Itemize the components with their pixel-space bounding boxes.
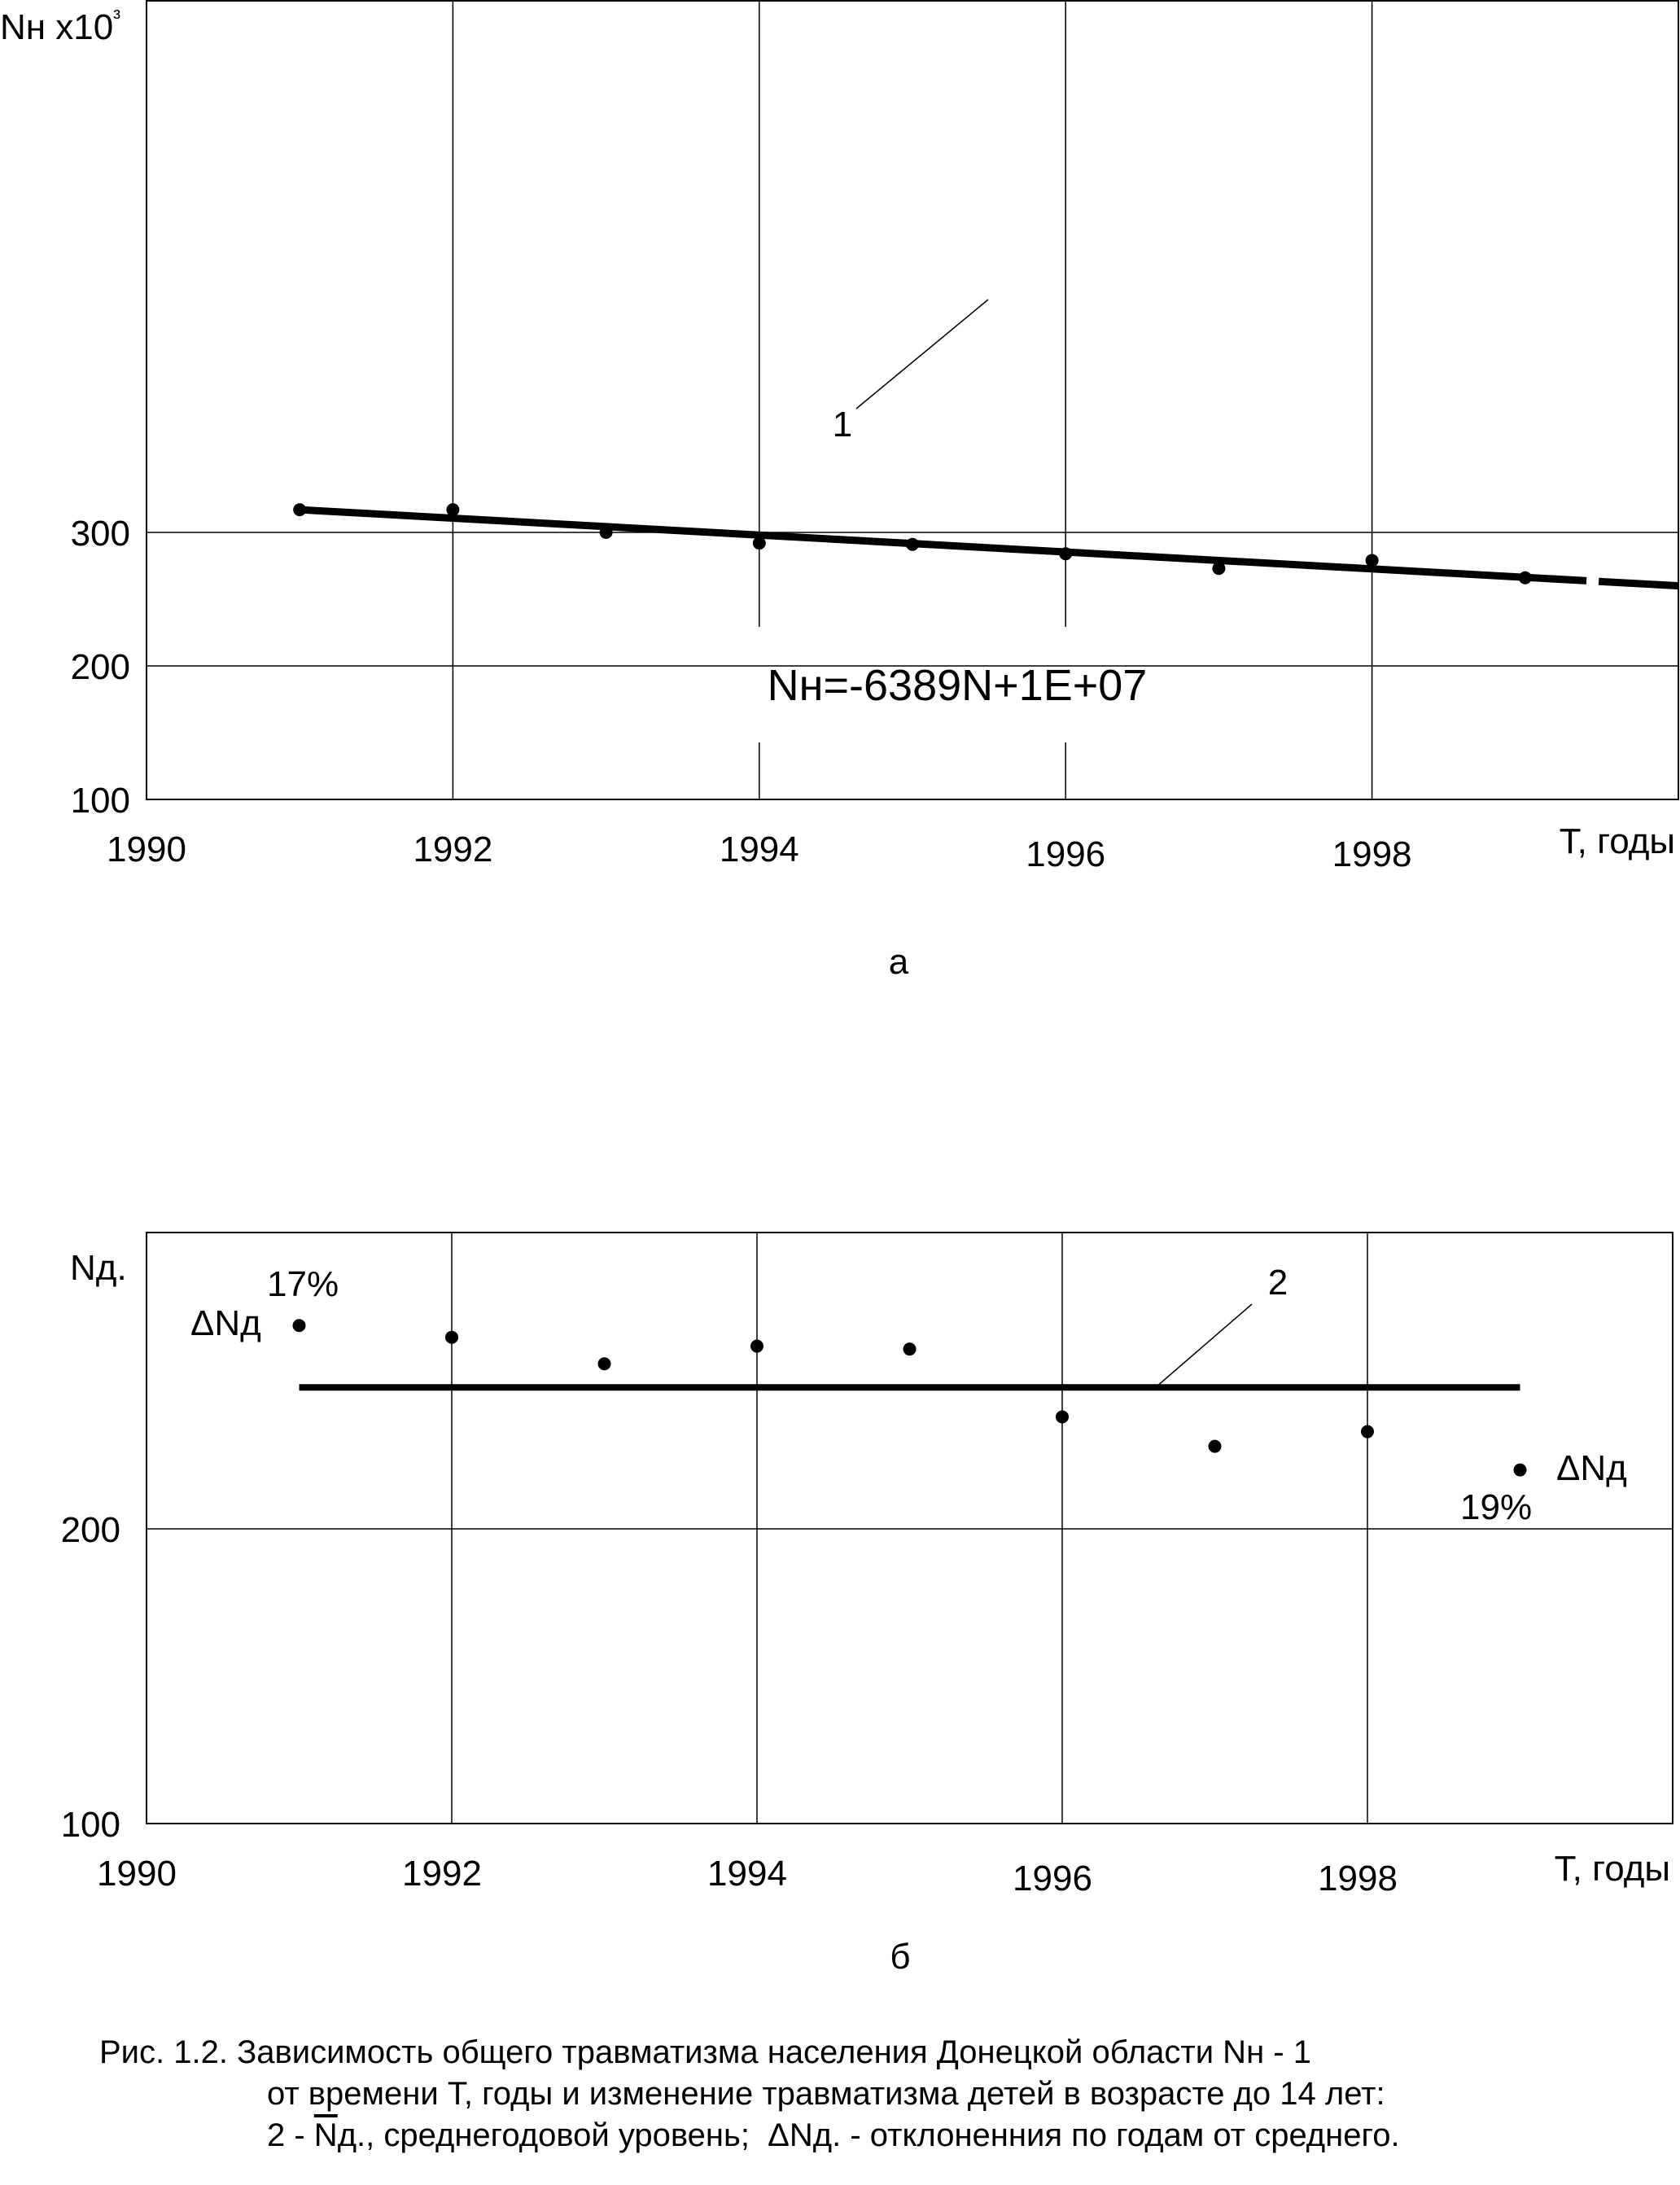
plot-frame [146, 0, 1679, 800]
data-point [597, 1357, 611, 1371]
data-point [446, 503, 460, 517]
data-point [1513, 1463, 1527, 1477]
chart-panel-b: 100 200 1990 1992 1994 1996 1998 Т, годы Nд. 2 ΔNд… [61, 1232, 1673, 1977]
data-point [1361, 1425, 1374, 1438]
panel-label: а [889, 942, 909, 982]
data-point [903, 1342, 917, 1356]
caption-line-1: Рис. 1.2. Зависимость общего травматизма… [99, 2034, 1311, 2070]
caption-line-3-start: 2 - [267, 2117, 314, 2153]
trend-line-1-extension [1598, 577, 1679, 590]
y-axis-label: Nд. [70, 1248, 127, 1288]
y-tick-label: 300 [71, 514, 130, 554]
y-tick-label: 100 [61, 1805, 120, 1845]
x-tick-label: 1994 [720, 830, 799, 869]
data-point [445, 1330, 458, 1344]
panel-label: б [890, 1937, 910, 1977]
x-axis-label: Т, годы [1555, 1849, 1670, 1889]
x-tick-label: 1990 [107, 830, 186, 869]
x-tick-label: 1992 [413, 830, 492, 869]
caption-mean-symbol: N [313, 2117, 338, 2153]
regression-equation: Nн=-6389N+1E+07 [768, 661, 1148, 710]
mean-leader-line [1155, 1303, 1253, 1388]
data-point [1056, 1410, 1069, 1424]
y-axis-label: Nн х10³ [0, 5, 120, 47]
caption-line-3-end: д., среднегодовой уровень; ΔNд. - отклон… [337, 2117, 1400, 2153]
data-point [1212, 562, 1226, 576]
trend-label-1: 1 [833, 405, 852, 444]
caption-line-3: 2 - Nд., среднегодовой уровень; ΔNд. - о… [99, 2115, 1670, 2157]
data-point [1059, 547, 1073, 561]
percent-annotation-last: 19% [1460, 1487, 1532, 1527]
chart-panel-a: 100 200 300 1990 1992 1994 1996 1998 Т, годы Nн х… [0, 0, 1679, 982]
caption-line-2: от времени Т, годы и изменение травматиз… [267, 2076, 1385, 2112]
data-point [599, 526, 613, 539]
data-point [906, 537, 919, 551]
data-point [1518, 571, 1532, 585]
data-point [293, 503, 307, 517]
x-tick-label: 1998 [1318, 1859, 1398, 1898]
mean-label-2: 2 [1268, 1263, 1288, 1303]
x-axis-label: Т, годы [1560, 821, 1675, 861]
delta-annotation-last: ΔNд [1556, 1448, 1627, 1488]
x-tick-label: 1996 [1013, 1859, 1092, 1898]
x-tick-label: 1994 [707, 1854, 787, 1894]
y-tick-label: 100 [71, 781, 130, 821]
data-point [750, 1339, 763, 1353]
trend-leader-line [855, 299, 989, 409]
y-tick-label: 200 [61, 1510, 120, 1550]
data-point [752, 536, 766, 550]
x-tick-label: 1998 [1332, 834, 1412, 874]
data-point [1208, 1439, 1222, 1453]
trend-line-1 [299, 506, 1587, 585]
y-tick-label: 200 [71, 647, 130, 687]
data-point [292, 1319, 306, 1333]
data-point [1365, 554, 1379, 567]
percent-annotation-first: 17% [267, 1264, 339, 1304]
plot-frame [146, 1232, 1673, 1824]
x-tick-label: 1990 [97, 1854, 177, 1894]
figure-caption: Рис. 1.2. Зависимость общего травматизма… [99, 2032, 1670, 2157]
x-tick-label: 1992 [402, 1854, 482, 1894]
delta-annotation-first: ΔNд [190, 1303, 261, 1343]
x-tick-label: 1996 [1026, 834, 1105, 874]
